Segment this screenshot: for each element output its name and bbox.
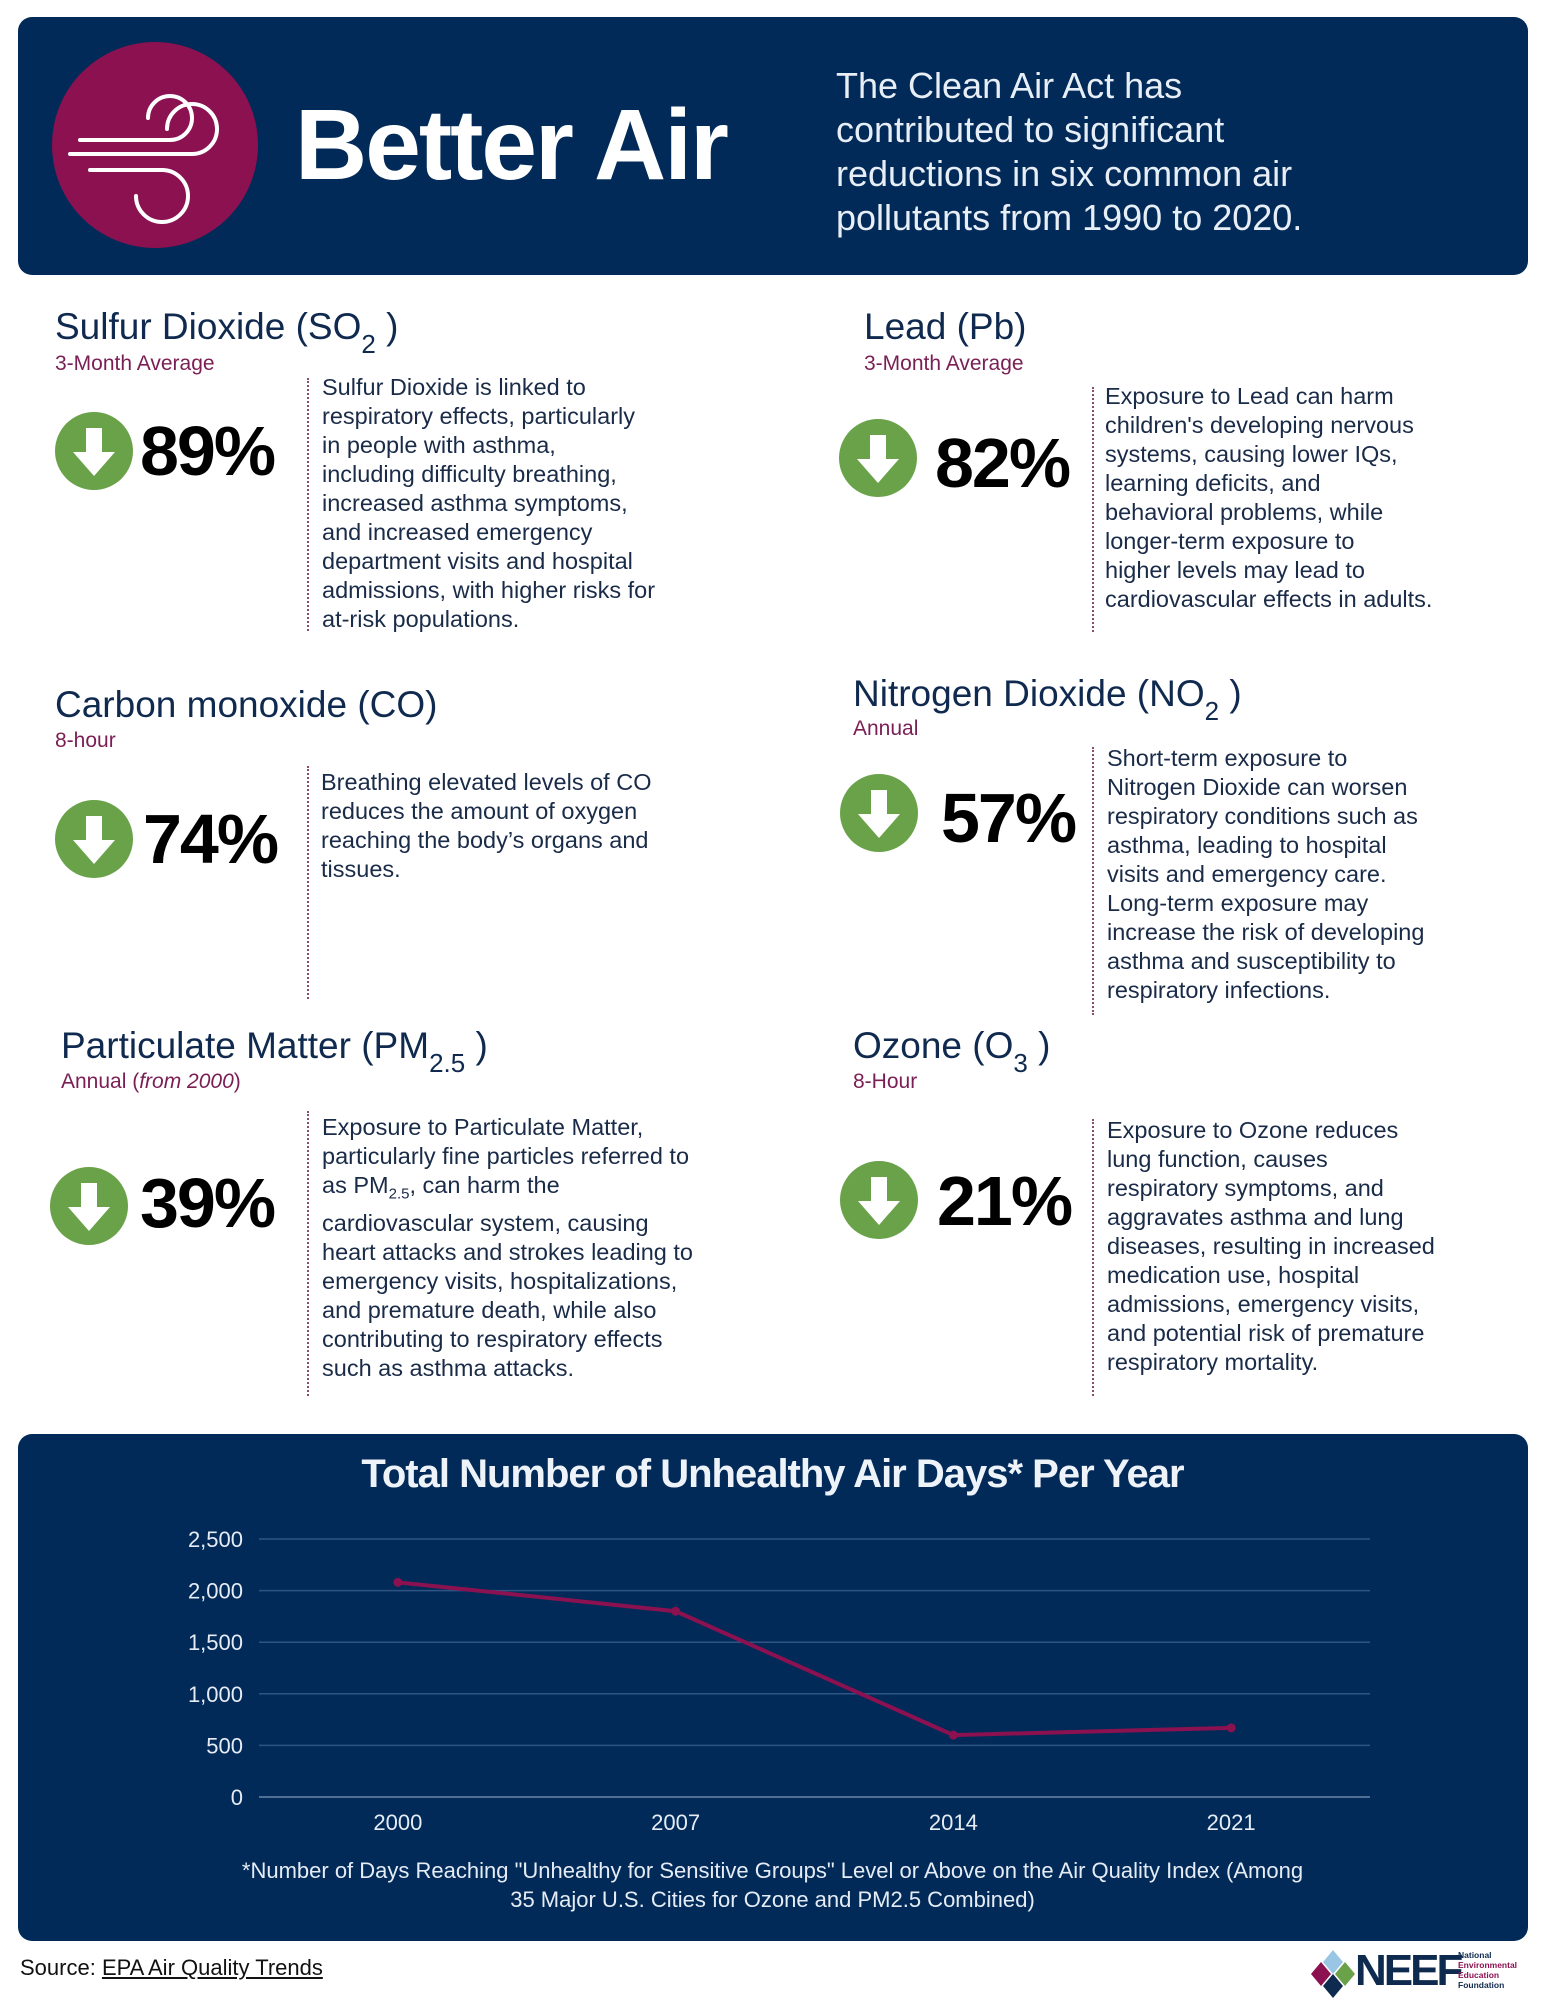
section-period-lead: 3-Month Average — [864, 352, 1024, 375]
section-title-no2: Nitrogen Dioxide (NO2 ) — [853, 673, 1242, 726]
description-so2: Sulfur Dioxide is linked to respiratory … — [322, 374, 656, 632]
page-title: Better Air — [295, 89, 729, 201]
description-no2: Short-term exposure to Nitrogen Dioxide … — [1107, 745, 1425, 1003]
neef-logo-icon — [1311, 1950, 1355, 1998]
reduction-percent-co: 74% — [143, 800, 279, 878]
description-pm25: Exposure to Particulate Matter, particul… — [322, 1114, 693, 1381]
section-period-co: 8-hour — [55, 729, 116, 752]
down-arrow-icon — [50, 1167, 128, 1245]
down-arrow-icon — [55, 800, 133, 878]
neef-logo: NEEF — [1355, 1946, 1463, 1995]
down-arrow-icon — [839, 419, 917, 497]
divider — [307, 378, 309, 631]
reduction-percent-so2: 89% — [140, 412, 276, 490]
footnote-line: 35 Major U.S. Cities for Ozone and PM2.5… — [510, 1887, 1035, 1912]
reduction-percent-no2: 57% — [941, 779, 1077, 857]
section-title-ozone: Ozone (O3 ) — [853, 1025, 1051, 1078]
down-arrow-icon — [55, 412, 133, 490]
down-arrow-icon — [840, 774, 918, 852]
section-period-pm25: Annual (from 2000) — [61, 1070, 241, 1093]
footnote-line: *Number of Days Reaching "Unhealthy for … — [241, 1858, 1304, 1883]
reduction-percent-pm25: 39% — [140, 1164, 276, 1242]
reduction-percent-lead: 82% — [935, 424, 1071, 502]
section-title-co: Carbon monoxide (CO) — [55, 684, 438, 725]
down-arrow-icon — [840, 1161, 918, 1239]
section-period-so2: 3-Month Average — [55, 352, 215, 375]
divider — [1092, 387, 1094, 632]
divider — [307, 1111, 309, 1396]
source-credit: Source: EPA Air Quality Trends — [20, 1955, 323, 1980]
section-title-so2: Sulfur Dioxide (SO2 ) — [55, 306, 399, 359]
wind-icon — [52, 42, 258, 248]
header-banner — [18, 17, 1528, 275]
neef-logo-subtitle: National Environmental Education Foundat… — [1458, 1950, 1518, 1990]
section-title-lead: Lead (Pb) — [864, 306, 1027, 347]
section-title-pm25: Particulate Matter (PM2.5 ) — [61, 1025, 488, 1078]
description-lead: Exposure to Lead can harm children's dev… — [1105, 383, 1433, 612]
divider — [307, 766, 309, 999]
chart-title: Total Number of Unhealthy Air Days* Per … — [361, 1452, 1184, 1496]
chart-footnote: *Number of Days Reaching "Unhealthy for … — [200, 1856, 1345, 1914]
intro-text: The Clean Air Act has contributed to sig… — [836, 65, 1303, 238]
source-link[interactable]: EPA Air Quality Trends — [101, 1955, 323, 1980]
section-period-no2: Annual — [853, 717, 919, 740]
divider — [1092, 1119, 1094, 1396]
description-ozone: Exposure to Ozone reduces lung function,… — [1107, 1117, 1435, 1375]
reduction-percent-ozone: 21% — [937, 1162, 1073, 1240]
description-co: Breathing elevated levels of CO reduces … — [321, 769, 652, 882]
section-period-ozone: 8-Hour — [853, 1070, 918, 1093]
divider — [1092, 747, 1094, 1015]
